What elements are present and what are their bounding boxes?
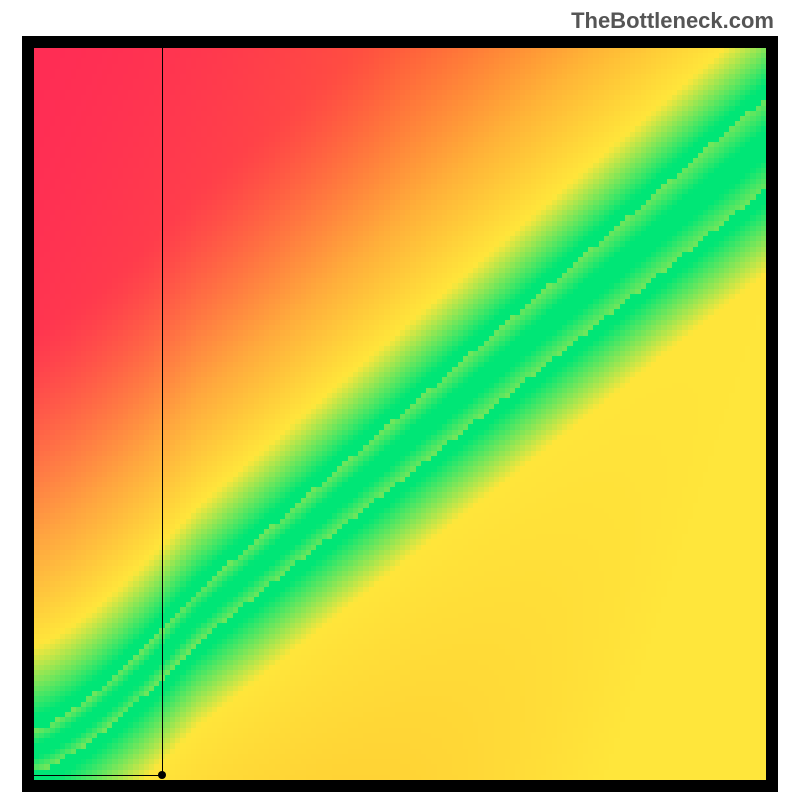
heatmap-area <box>34 48 766 780</box>
crosshair-dot <box>158 771 166 779</box>
crosshair-horizontal <box>34 775 162 776</box>
page-root: TheBottleneck.com <box>0 0 800 800</box>
heatmap-frame <box>22 36 778 792</box>
watermark-text: TheBottleneck.com <box>571 8 774 34</box>
heatmap-canvas <box>34 48 766 780</box>
crosshair-vertical <box>162 48 163 775</box>
